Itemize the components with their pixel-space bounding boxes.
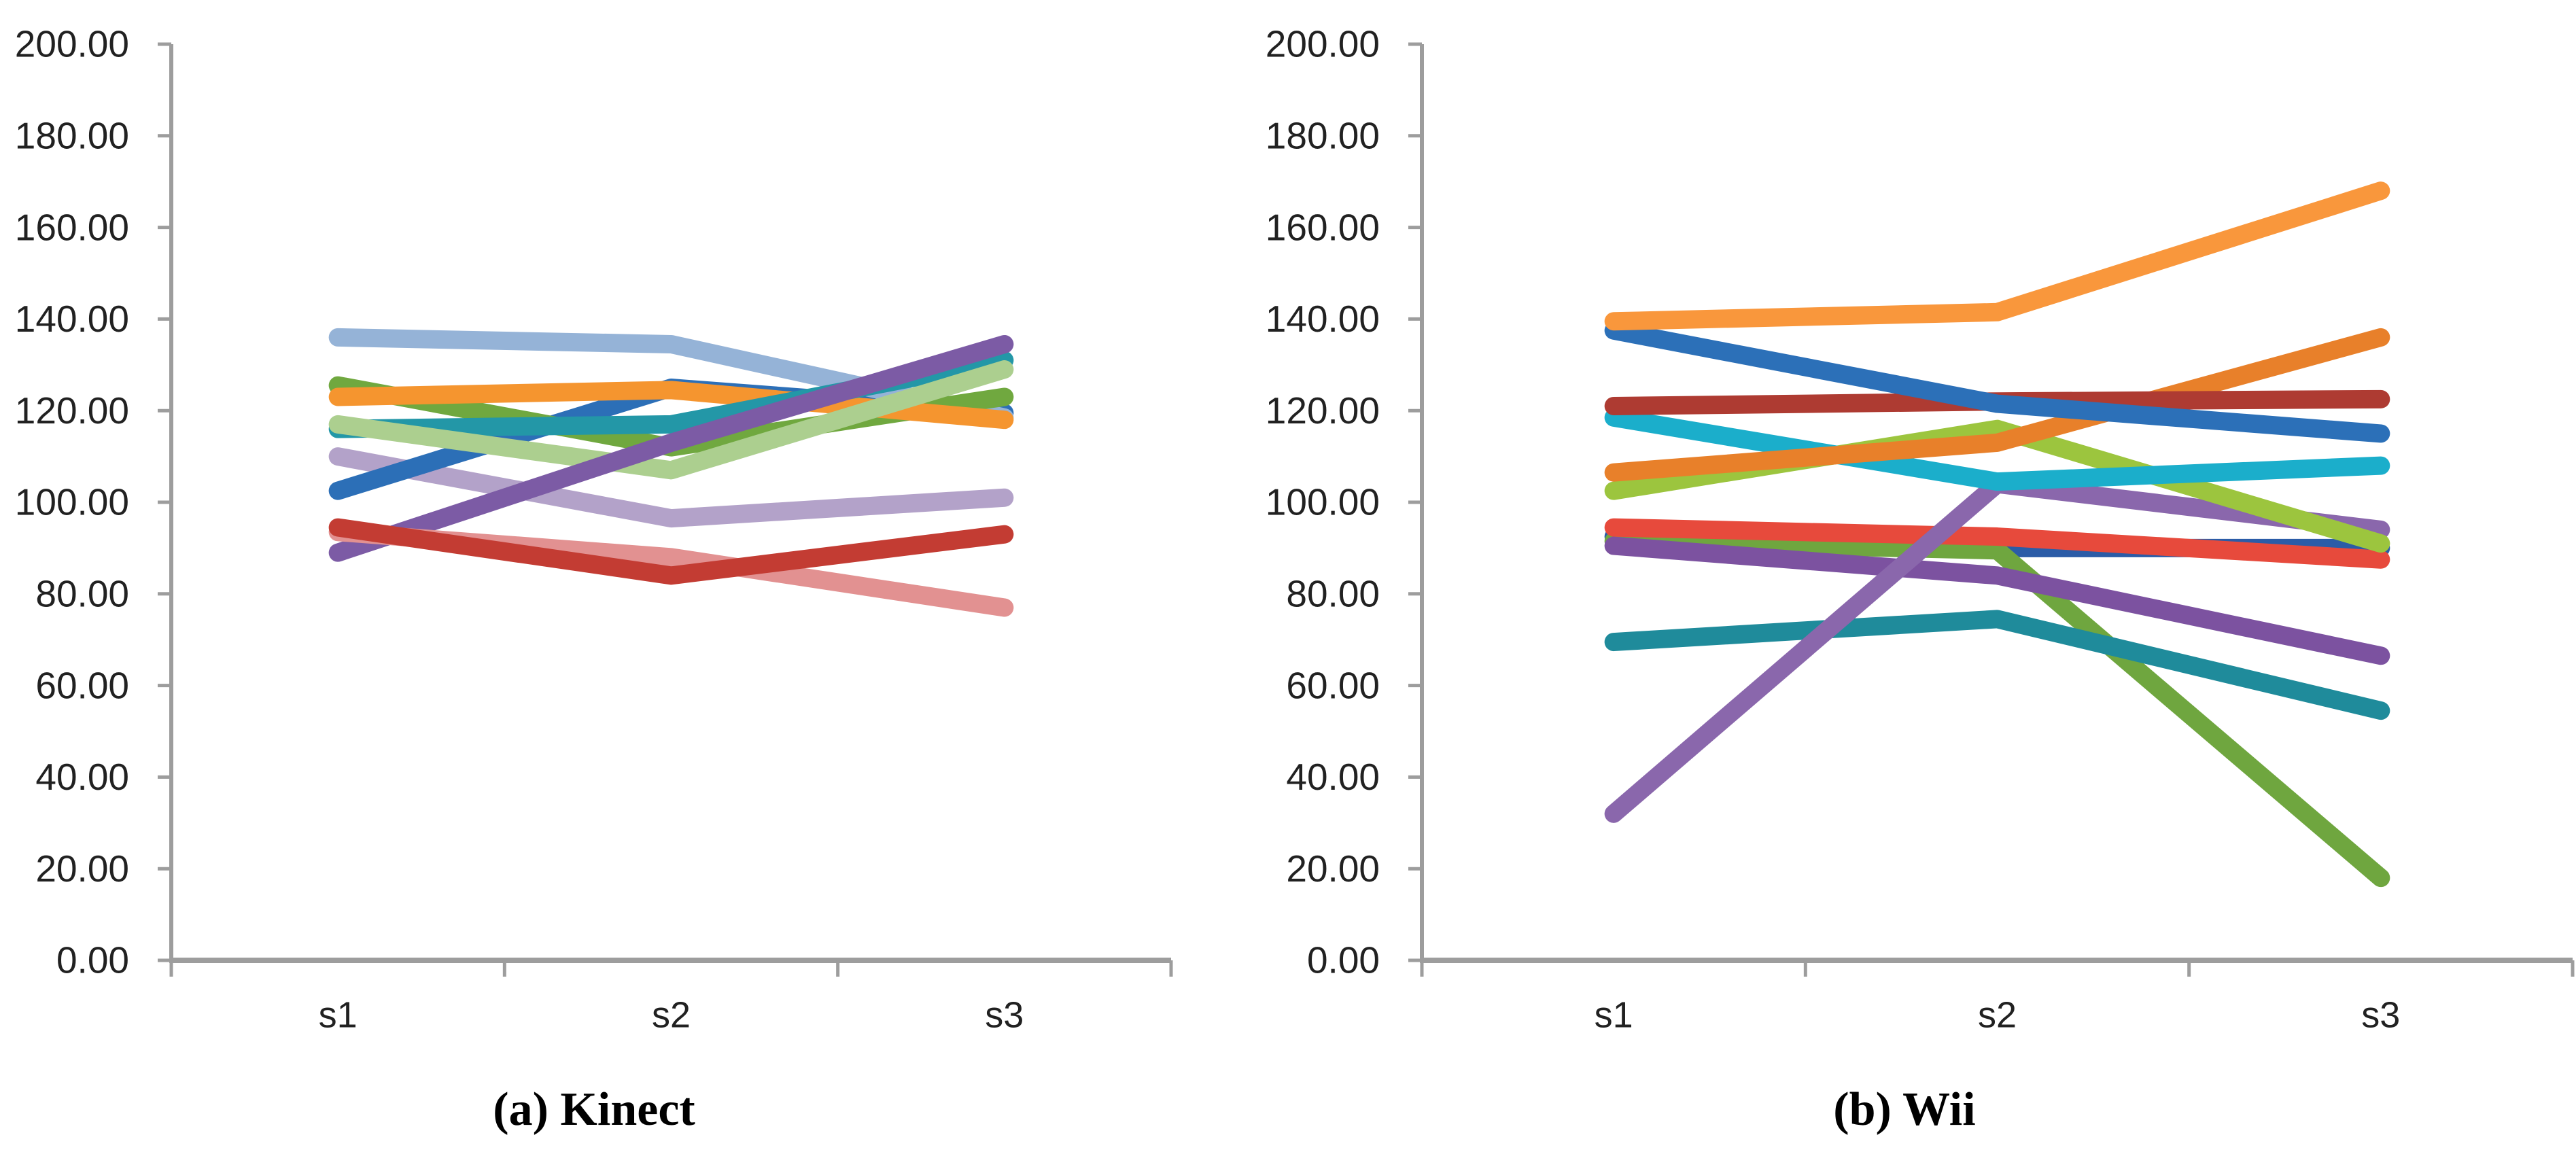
- y-tick-label: 80.00: [1286, 573, 1380, 615]
- series-line-light-green-kinect: [328, 360, 1014, 480]
- series-line-red-wii: [1604, 518, 2390, 569]
- y-tick-label: 80.00: [35, 573, 129, 615]
- y-tick-label: 140.00: [1266, 298, 1380, 340]
- y-tick-label: 200.00: [1266, 23, 1380, 65]
- y-tick-label: 100.00: [1266, 481, 1380, 523]
- series-line-teal-wii: [1604, 610, 2390, 720]
- y-tick-label: 120.00: [1266, 389, 1380, 432]
- y-tick-label: 140.00: [15, 298, 129, 340]
- y-tick-label: 160.00: [15, 206, 129, 248]
- x-category-label: s2: [652, 994, 691, 1035]
- y-tick-label: 20.00: [35, 848, 129, 890]
- y-tick-label: 40.00: [1286, 756, 1380, 798]
- series-line-light-purple-kinect: [328, 447, 1014, 528]
- y-tick-label: 100.00: [15, 481, 129, 523]
- x-category-label: s1: [319, 994, 358, 1035]
- series-line-green-wii: [1604, 531, 2390, 888]
- y-tick-label: 60.00: [35, 664, 129, 706]
- series-line-cyan-wii: [1604, 408, 2390, 491]
- series-line-dark-purple-wii: [1604, 536, 2390, 665]
- y-tick-label: 20.00: [1286, 848, 1380, 890]
- x-category-label: s2: [1978, 994, 2017, 1035]
- y-tick-label: 200.00: [15, 23, 129, 65]
- series-line-light-orange-wii: [1604, 181, 2390, 331]
- series-line-light-blue-kinect: [328, 328, 1014, 427]
- x-category-label: s3: [985, 994, 1024, 1035]
- chart-title-wii: (b) Wii: [1833, 1083, 1976, 1136]
- y-tick-label: 60.00: [1286, 664, 1380, 706]
- y-tick-label: 120.00: [15, 389, 129, 432]
- y-tick-label: 40.00: [35, 756, 129, 798]
- series-line-red-kinect: [328, 518, 1014, 585]
- x-category-label: s1: [1595, 994, 1633, 1035]
- chart-title-kinect: (a) Kinect: [493, 1083, 695, 1136]
- y-tick-label: 180.00: [15, 115, 129, 157]
- y-tick-label: 160.00: [1266, 206, 1380, 248]
- series-line-blue-wii: [1604, 321, 2390, 443]
- x-category-label: s3: [2361, 994, 2400, 1035]
- y-tick-label: 180.00: [1266, 115, 1380, 157]
- series-line-dark-orange-wii: [1604, 328, 2390, 482]
- y-tick-label: 0.00: [56, 939, 129, 981]
- series-line-dark-purple-kinect: [328, 334, 1014, 562]
- y-tick-label: 0.00: [1307, 939, 1380, 981]
